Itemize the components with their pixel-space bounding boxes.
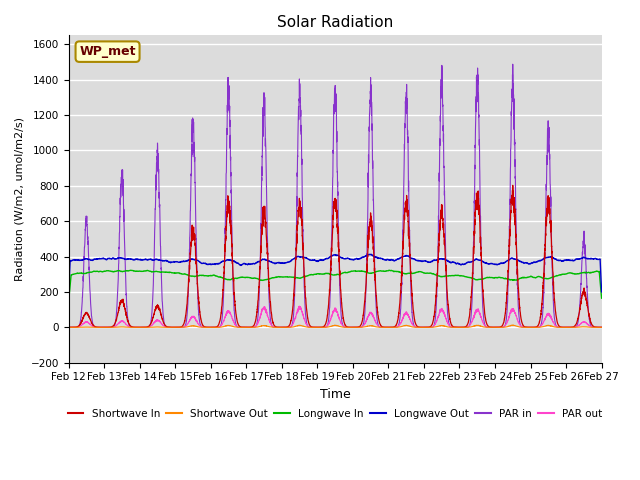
PAR in	[509, 61, 516, 67]
Shortwave Out	[598, 324, 605, 330]
PAR in	[598, 324, 605, 330]
Shortwave Out	[484, 324, 492, 330]
PAR out	[597, 324, 605, 330]
Longwave Out	[454, 261, 462, 266]
Line: PAR out: PAR out	[68, 306, 602, 327]
PAR in	[597, 324, 605, 330]
PAR in	[425, 324, 433, 330]
Shortwave In	[597, 324, 605, 330]
Longwave In	[485, 275, 493, 280]
PAR in	[484, 324, 492, 330]
PAR in	[161, 321, 168, 327]
Longwave In	[385, 267, 393, 273]
Shortwave In	[161, 322, 168, 327]
Line: PAR in: PAR in	[68, 64, 602, 327]
Longwave Out	[485, 261, 493, 266]
Longwave In	[598, 295, 605, 301]
Line: Shortwave Out: Shortwave Out	[68, 325, 602, 327]
PAR out	[316, 324, 323, 330]
Longwave Out	[367, 252, 375, 257]
Shortwave Out	[597, 324, 605, 330]
Line: Longwave In: Longwave In	[68, 270, 602, 301]
PAR out	[425, 324, 433, 330]
Longwave In	[454, 273, 462, 278]
PAR in	[315, 324, 323, 330]
Shortwave In	[598, 324, 605, 330]
Legend: Shortwave In, Shortwave Out, Longwave In, Longwave Out, PAR in, PAR out: Shortwave In, Shortwave Out, Longwave In…	[64, 405, 607, 423]
Longwave In	[315, 271, 323, 277]
Y-axis label: Radiation (W/m2, umol/m2/s): Radiation (W/m2, umol/m2/s)	[15, 117, 25, 281]
Shortwave Out	[315, 324, 323, 330]
Longwave Out	[598, 289, 605, 295]
PAR out	[454, 324, 462, 330]
X-axis label: Time: Time	[320, 388, 351, 401]
Longwave In	[425, 270, 433, 276]
Longwave Out	[315, 258, 323, 264]
PAR out	[161, 324, 168, 329]
PAR in	[454, 324, 462, 330]
PAR in	[65, 324, 72, 330]
Title: Solar Radiation: Solar Radiation	[277, 15, 393, 30]
Line: Shortwave In: Shortwave In	[68, 185, 602, 327]
Line: Longwave Out: Longwave Out	[68, 254, 602, 292]
Text: WP_met: WP_met	[79, 45, 136, 58]
Shortwave Out	[65, 324, 72, 330]
Shortwave Out	[454, 324, 462, 330]
Longwave Out	[161, 258, 168, 264]
PAR out	[598, 324, 605, 330]
Shortwave In	[315, 324, 323, 330]
Longwave Out	[597, 276, 605, 281]
PAR out	[296, 303, 303, 309]
Longwave In	[597, 288, 605, 294]
Longwave Out	[65, 289, 72, 295]
Shortwave Out	[509, 322, 517, 328]
Longwave In	[161, 269, 168, 275]
Shortwave In	[425, 324, 433, 330]
PAR out	[485, 324, 493, 330]
Shortwave Out	[425, 324, 433, 330]
Shortwave In	[509, 182, 516, 188]
PAR out	[65, 324, 72, 330]
Shortwave In	[65, 324, 72, 330]
Longwave Out	[425, 259, 433, 265]
Shortwave Out	[161, 324, 168, 330]
Shortwave In	[484, 324, 492, 329]
Shortwave In	[454, 324, 462, 330]
Longwave In	[65, 298, 72, 304]
